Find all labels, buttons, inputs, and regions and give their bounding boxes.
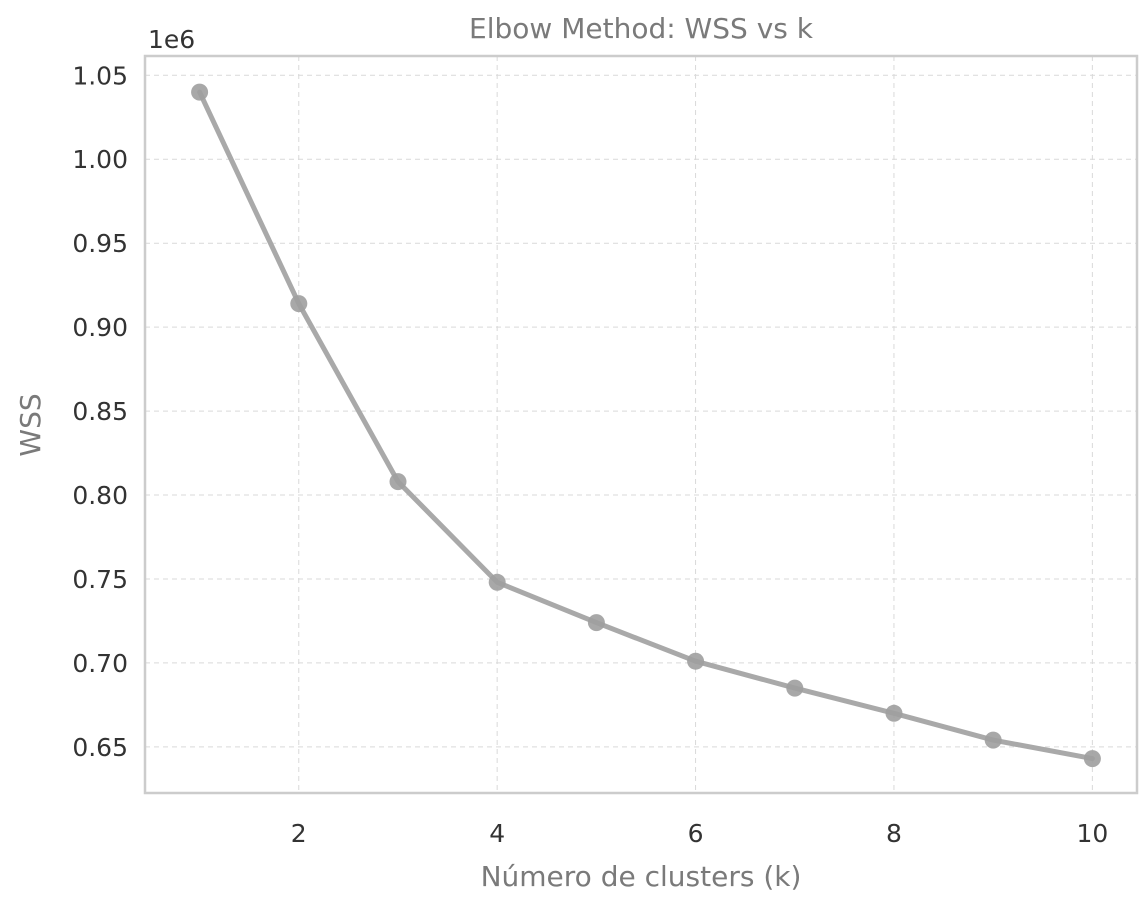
y-tick-label: 0.70: [72, 649, 128, 678]
plot-frame: [143, 54, 1139, 795]
y-tick-label: 0.95: [72, 229, 128, 258]
gridlines: [145, 56, 1137, 793]
data-point: [1083, 750, 1101, 768]
x-axis-label: Número de clusters (k): [481, 860, 802, 893]
y-axis-offset-label: 1e6: [148, 25, 195, 54]
data-point: [687, 652, 705, 670]
y-tick-label: 1.00: [72, 145, 128, 174]
x-axis-ticks: 2 4 6 8 10: [291, 819, 1108, 848]
y-axis-ticks: 0.65 0.70 0.75 0.80 0.85 0.90 0.95 1.00 1.05: [72, 61, 128, 762]
data-point: [488, 573, 506, 591]
y-tick-label: 1.05: [72, 61, 128, 90]
data-point: [786, 679, 804, 697]
x-tick-label: 2: [291, 819, 307, 848]
y-tick-label: 0.90: [72, 313, 128, 342]
x-tick-label: 4: [489, 819, 505, 848]
y-tick-label: 0.85: [72, 397, 128, 426]
data-point: [587, 614, 605, 632]
x-tick-label: 6: [688, 819, 704, 848]
y-tick-label: 0.75: [72, 565, 128, 594]
y-axis-label: WSS: [14, 393, 47, 456]
data-point: [389, 473, 407, 491]
x-tick-label: 10: [1076, 819, 1108, 848]
series-wss: [191, 83, 1101, 768]
y-tick-label: 0.80: [72, 481, 128, 510]
data-point: [984, 731, 1002, 749]
data-point: [290, 295, 308, 313]
y-tick-label: 0.65: [72, 733, 128, 762]
data-point: [191, 83, 209, 101]
chart-title: Elbow Method: WSS vs k: [469, 12, 814, 45]
x-tick-label: 8: [886, 819, 902, 848]
data-point: [885, 704, 903, 722]
series-line: [197, 89, 1095, 762]
